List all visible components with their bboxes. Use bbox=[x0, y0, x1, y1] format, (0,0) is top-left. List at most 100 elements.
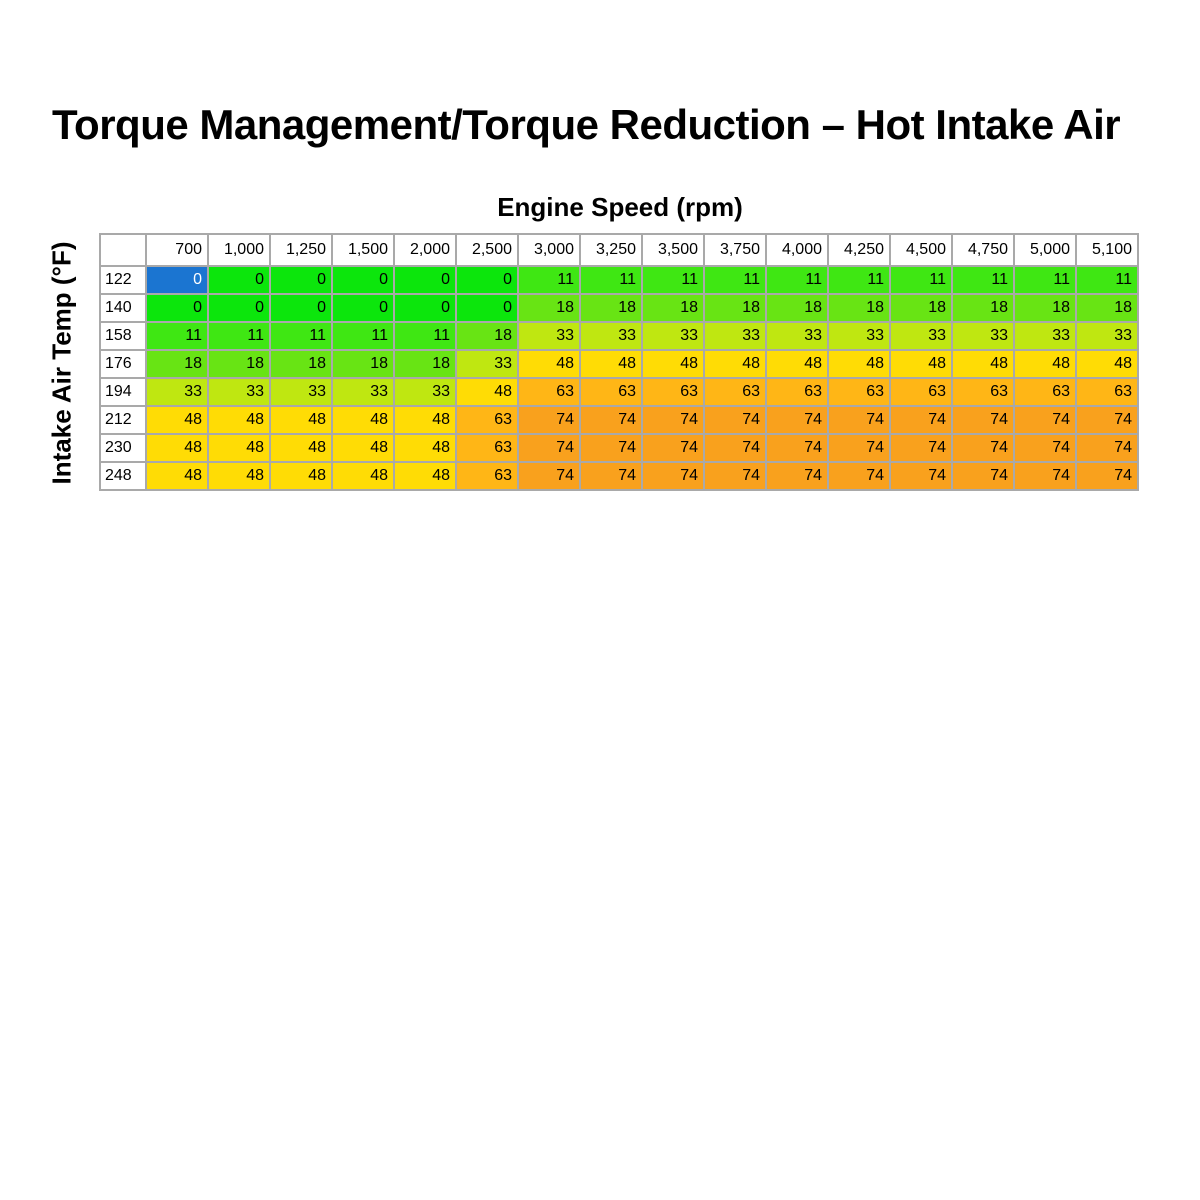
value-cell[interactable]: 48 bbox=[579, 349, 643, 379]
column-header[interactable]: 4,500 bbox=[889, 233, 953, 267]
row-header[interactable]: 212 bbox=[99, 405, 147, 435]
value-cell[interactable]: 11 bbox=[269, 321, 333, 351]
value-cell[interactable]: 48 bbox=[145, 433, 209, 463]
value-cell[interactable]: 63 bbox=[517, 377, 581, 407]
value-cell[interactable]: 0 bbox=[269, 265, 333, 295]
value-cell[interactable]: 18 bbox=[765, 293, 829, 323]
column-header[interactable]: 3,750 bbox=[703, 233, 767, 267]
column-header[interactable]: 4,750 bbox=[951, 233, 1015, 267]
value-cell[interactable]: 33 bbox=[1013, 321, 1077, 351]
value-cell[interactable]: 33 bbox=[269, 377, 333, 407]
value-cell[interactable]: 18 bbox=[703, 293, 767, 323]
value-cell[interactable]: 48 bbox=[455, 377, 519, 407]
value-cell[interactable]: 48 bbox=[207, 461, 271, 491]
value-cell[interactable]: 33 bbox=[827, 321, 891, 351]
value-cell[interactable]: 74 bbox=[703, 405, 767, 435]
column-header[interactable]: 3,250 bbox=[579, 233, 643, 267]
value-cell[interactable]: 48 bbox=[207, 405, 271, 435]
value-cell[interactable]: 48 bbox=[269, 405, 333, 435]
value-cell[interactable]: 0 bbox=[455, 265, 519, 295]
value-cell[interactable]: 63 bbox=[1013, 377, 1077, 407]
value-cell[interactable]: 11 bbox=[827, 265, 891, 295]
value-cell[interactable]: 33 bbox=[765, 321, 829, 351]
value-cell[interactable]: 48 bbox=[393, 461, 457, 491]
value-cell[interactable]: 33 bbox=[393, 377, 457, 407]
value-cell[interactable]: 48 bbox=[827, 349, 891, 379]
value-cell[interactable]: 18 bbox=[207, 349, 271, 379]
value-cell[interactable]: 63 bbox=[703, 377, 767, 407]
value-cell[interactable]: 0 bbox=[393, 293, 457, 323]
value-cell[interactable]: 74 bbox=[641, 461, 705, 491]
value-cell[interactable]: 74 bbox=[827, 461, 891, 491]
value-cell[interactable]: 33 bbox=[703, 321, 767, 351]
value-cell[interactable]: 74 bbox=[703, 433, 767, 463]
value-cell[interactable]: 48 bbox=[207, 433, 271, 463]
row-header[interactable]: 194 bbox=[99, 377, 147, 407]
value-cell[interactable]: 18 bbox=[641, 293, 705, 323]
value-cell[interactable]: 74 bbox=[641, 433, 705, 463]
value-cell[interactable]: 11 bbox=[331, 321, 395, 351]
column-header[interactable]: 2,500 bbox=[455, 233, 519, 267]
value-cell[interactable]: 33 bbox=[641, 321, 705, 351]
value-cell[interactable]: 63 bbox=[827, 377, 891, 407]
value-cell[interactable]: 11 bbox=[641, 265, 705, 295]
value-cell[interactable]: 48 bbox=[331, 461, 395, 491]
value-cell[interactable]: 18 bbox=[951, 293, 1015, 323]
value-cell[interactable]: 74 bbox=[1013, 405, 1077, 435]
value-cell[interactable]: 63 bbox=[455, 433, 519, 463]
value-cell[interactable]: 74 bbox=[1013, 433, 1077, 463]
value-cell[interactable]: 18 bbox=[827, 293, 891, 323]
value-cell[interactable]: 74 bbox=[579, 405, 643, 435]
value-cell[interactable]: 11 bbox=[207, 321, 271, 351]
row-header[interactable]: 176 bbox=[99, 349, 147, 379]
value-cell[interactable]: 74 bbox=[889, 433, 953, 463]
value-cell[interactable]: 48 bbox=[269, 461, 333, 491]
value-cell[interactable]: 48 bbox=[145, 405, 209, 435]
value-cell[interactable]: 48 bbox=[331, 405, 395, 435]
value-cell[interactable]: 11 bbox=[1075, 265, 1139, 295]
value-cell[interactable]: 74 bbox=[765, 405, 829, 435]
row-header[interactable]: 158 bbox=[99, 321, 147, 351]
value-cell[interactable]: 0 bbox=[207, 293, 271, 323]
value-cell[interactable]: 74 bbox=[889, 405, 953, 435]
value-cell[interactable]: 33 bbox=[889, 321, 953, 351]
value-cell[interactable]: 11 bbox=[393, 321, 457, 351]
value-cell[interactable]: 11 bbox=[579, 265, 643, 295]
value-cell[interactable]: 48 bbox=[951, 349, 1015, 379]
value-cell[interactable]: 74 bbox=[951, 405, 1015, 435]
value-cell[interactable]: 11 bbox=[765, 265, 829, 295]
value-cell[interactable]: 74 bbox=[951, 433, 1015, 463]
value-cell[interactable]: 33 bbox=[951, 321, 1015, 351]
value-cell[interactable]: 18 bbox=[889, 293, 953, 323]
value-cell[interactable]: 33 bbox=[331, 377, 395, 407]
value-cell[interactable]: 11 bbox=[951, 265, 1015, 295]
value-cell[interactable]: 0 bbox=[393, 265, 457, 295]
value-cell[interactable]: 74 bbox=[579, 433, 643, 463]
value-cell[interactable]: 48 bbox=[331, 433, 395, 463]
value-cell[interactable]: 74 bbox=[579, 461, 643, 491]
value-cell[interactable]: 18 bbox=[1013, 293, 1077, 323]
value-cell[interactable]: 18 bbox=[331, 349, 395, 379]
value-cell[interactable]: 74 bbox=[1013, 461, 1077, 491]
column-header[interactable]: 1,250 bbox=[269, 233, 333, 267]
value-cell[interactable]: 33 bbox=[207, 377, 271, 407]
value-cell[interactable]: 11 bbox=[517, 265, 581, 295]
value-cell[interactable]: 18 bbox=[455, 321, 519, 351]
value-cell[interactable]: 48 bbox=[703, 349, 767, 379]
value-cell[interactable]: 74 bbox=[765, 461, 829, 491]
value-cell[interactable]: 11 bbox=[1013, 265, 1077, 295]
value-cell[interactable]: 18 bbox=[579, 293, 643, 323]
row-header[interactable]: 122 bbox=[99, 265, 147, 295]
value-cell[interactable]: 48 bbox=[765, 349, 829, 379]
column-header[interactable]: 3,500 bbox=[641, 233, 705, 267]
value-cell[interactable]: 63 bbox=[455, 461, 519, 491]
value-cell[interactable]: 74 bbox=[827, 433, 891, 463]
value-cell[interactable]: 11 bbox=[703, 265, 767, 295]
column-header[interactable]: 5,000 bbox=[1013, 233, 1077, 267]
column-header[interactable]: 700 bbox=[145, 233, 209, 267]
value-cell[interactable]: 18 bbox=[1075, 293, 1139, 323]
value-cell[interactable]: 74 bbox=[641, 405, 705, 435]
value-cell[interactable]: 0 bbox=[145, 293, 209, 323]
value-cell[interactable]: 18 bbox=[269, 349, 333, 379]
value-cell[interactable]: 48 bbox=[641, 349, 705, 379]
